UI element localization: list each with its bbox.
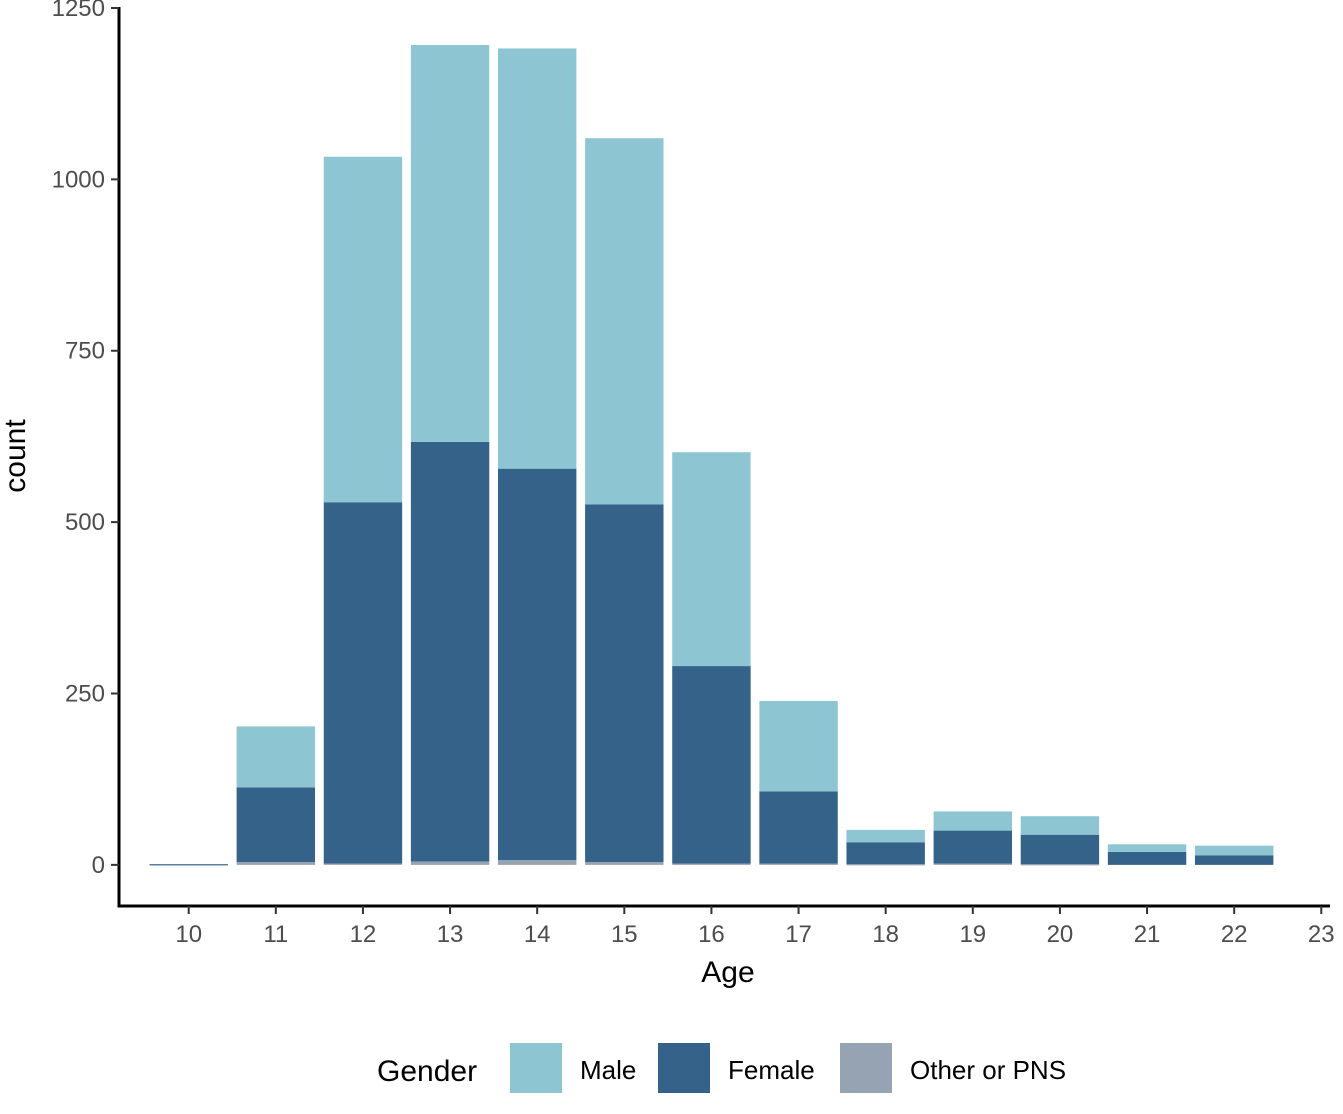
bar-male-age-22 bbox=[1194, 845, 1274, 856]
x-tick-label-10: 10 bbox=[175, 921, 202, 948]
bar-male-age-20 bbox=[1020, 816, 1100, 835]
bar-other-or-pns-age-17 bbox=[759, 863, 838, 865]
x-tick-label-21: 21 bbox=[1134, 921, 1161, 948]
x-tick-label-19: 19 bbox=[959, 921, 986, 948]
bar-male-age-14 bbox=[497, 48, 577, 469]
bar-other-or-pns-age-12 bbox=[323, 863, 403, 865]
bar-other-or-pns-age-15 bbox=[585, 862, 664, 865]
y-tick-label-1000: 1000 bbox=[52, 166, 105, 193]
y-tick-label-250: 250 bbox=[65, 680, 105, 707]
bar-female-age-17 bbox=[759, 791, 838, 864]
x-tick-label-16: 16 bbox=[698, 921, 725, 948]
bar-male-age-19 bbox=[933, 811, 1013, 831]
bar-other-or-pns-age-13 bbox=[410, 861, 490, 865]
x-tick-label-18: 18 bbox=[872, 921, 899, 948]
x-tick-label-20: 20 bbox=[1047, 921, 1074, 948]
bar-male-age-21 bbox=[1107, 844, 1187, 852]
y-tick-label-0: 0 bbox=[92, 852, 105, 879]
bar-female-age-12 bbox=[323, 502, 403, 864]
y-axis-title: count bbox=[0, 419, 32, 493]
x-tick-label-13: 13 bbox=[437, 921, 464, 948]
bar-other-or-pns-age-11 bbox=[236, 862, 316, 865]
y-tick-label-750: 750 bbox=[65, 338, 105, 365]
x-tick-label-23: 23 bbox=[1308, 921, 1335, 948]
x-tick-label-14: 14 bbox=[524, 921, 551, 948]
bar-male-age-18 bbox=[846, 829, 925, 843]
legend-swatch-female bbox=[658, 1043, 710, 1093]
legend-label-other: Other or PNS bbox=[910, 1055, 1066, 1085]
bar-male-age-17 bbox=[759, 701, 838, 792]
y-tick-label-500: 500 bbox=[65, 509, 105, 536]
bar-other-or-pns-age-16 bbox=[672, 863, 751, 865]
x-tick-label-17: 17 bbox=[785, 921, 812, 948]
y-tick-label-1250: 1250 bbox=[52, 0, 105, 22]
bar-male-age-16 bbox=[672, 452, 751, 667]
x-tick-label-22: 22 bbox=[1221, 921, 1248, 948]
bar-female-age-19 bbox=[933, 830, 1013, 864]
bar-male-age-12 bbox=[323, 156, 403, 503]
bar-other-or-pns-age-18 bbox=[846, 864, 925, 866]
ticks-layer: 0 250 500 750 1000 1250 10 11 12 13 14 15 16 17 18 19 20… bbox=[52, 0, 1335, 948]
bar-female-age-11 bbox=[236, 787, 316, 863]
bar-male-age-15 bbox=[585, 138, 664, 505]
legend-label-male: Male bbox=[580, 1055, 636, 1085]
bar-female-age-10 bbox=[149, 864, 228, 866]
bar-female-age-20 bbox=[1020, 834, 1100, 865]
bar-female-age-16 bbox=[672, 666, 751, 864]
bar-other-or-pns-age-14 bbox=[497, 860, 577, 865]
axes-layer bbox=[117, 7, 1330, 908]
legend-label-female: Female bbox=[728, 1055, 815, 1085]
x-tick-label-15: 15 bbox=[611, 921, 638, 948]
bar-other-or-pns-age-20 bbox=[1020, 864, 1100, 866]
bar-other-or-pns-age-19 bbox=[933, 863, 1013, 865]
bar-male-age-13 bbox=[410, 45, 490, 442]
legend-swatch-male bbox=[510, 1043, 562, 1093]
bar-female-age-18 bbox=[846, 842, 925, 865]
bar-female-age-22 bbox=[1194, 855, 1274, 865]
legend: Gender Male Female Other or PNS bbox=[377, 1043, 1066, 1093]
legend-title: Gender bbox=[377, 1055, 477, 1088]
x-tick-label-12: 12 bbox=[350, 921, 377, 948]
legend-swatch-other bbox=[840, 1043, 892, 1093]
bar-male-age-11 bbox=[236, 726, 316, 788]
bar-female-age-13 bbox=[410, 441, 490, 862]
x-axis-title: Age bbox=[701, 956, 754, 989]
bar-female-age-14 bbox=[497, 468, 577, 861]
bars-layer bbox=[149, 45, 1274, 866]
bar-female-age-21 bbox=[1107, 851, 1187, 865]
bar-female-age-15 bbox=[585, 504, 664, 863]
x-tick-label-11: 11 bbox=[263, 921, 288, 948]
